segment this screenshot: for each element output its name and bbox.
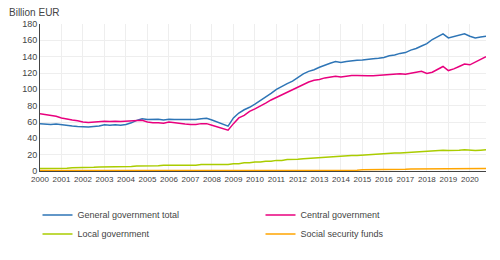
svg-text:2014: 2014 [332, 175, 350, 184]
svg-text:100: 100 [22, 84, 37, 94]
svg-text:2001: 2001 [53, 175, 71, 184]
svg-text:2000: 2000 [31, 175, 49, 184]
svg-text:2005: 2005 [139, 175, 157, 184]
svg-text:80: 80 [27, 101, 37, 111]
svg-text:2010: 2010 [246, 175, 264, 184]
svg-text:20: 20 [27, 150, 37, 160]
svg-text:160: 160 [22, 35, 37, 45]
svg-text:40: 40 [27, 133, 37, 143]
svg-text:2016: 2016 [375, 175, 393, 184]
svg-text:2018: 2018 [418, 175, 436, 184]
svg-text:60: 60 [27, 117, 37, 127]
svg-text:2012: 2012 [289, 175, 307, 184]
svg-text:2015: 2015 [354, 175, 372, 184]
svg-text:Local government: Local government [78, 229, 150, 239]
svg-text:2006: 2006 [160, 175, 178, 184]
svg-text:2004: 2004 [117, 175, 135, 184]
svg-text:2007: 2007 [182, 175, 200, 184]
svg-text:2020: 2020 [461, 175, 479, 184]
svg-text:0: 0 [32, 166, 37, 176]
svg-text:2002: 2002 [74, 175, 92, 184]
svg-text:140: 140 [22, 52, 37, 62]
svg-text:180: 180 [22, 19, 37, 29]
svg-text:General government total: General government total [78, 210, 180, 220]
svg-text:Social security funds: Social security funds [301, 229, 384, 239]
svg-text:2009: 2009 [225, 175, 243, 184]
svg-text:Billion EUR: Billion EUR [9, 7, 60, 18]
svg-text:120: 120 [22, 68, 37, 78]
svg-text:2017: 2017 [397, 175, 415, 184]
svg-text:2011: 2011 [268, 175, 286, 184]
svg-text:Central government: Central government [301, 210, 381, 220]
svg-text:2019: 2019 [439, 175, 457, 184]
svg-text:2003: 2003 [96, 175, 114, 184]
svg-text:2013: 2013 [311, 175, 329, 184]
svg-text:2008: 2008 [203, 175, 221, 184]
